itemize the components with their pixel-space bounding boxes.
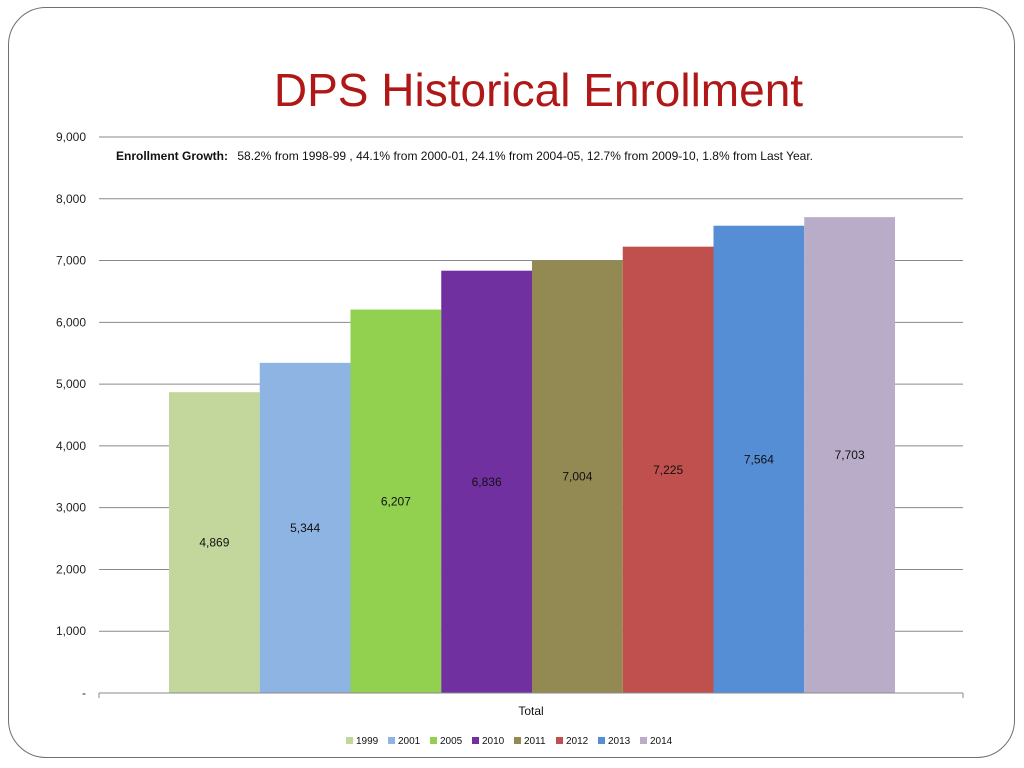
legend-entry-2014: 2014 [650, 736, 673, 747]
legend-swatch-2010 [472, 737, 479, 744]
data-label-2011: 7,004 [562, 470, 592, 484]
bar-2005 [350, 309, 442, 693]
legend-entry-2012: 2012 [566, 736, 589, 747]
bar-2012 [622, 246, 714, 693]
data-label-2012: 7,225 [653, 463, 683, 477]
bar-1999 [169, 392, 260, 693]
y-tick-label: 5,000 [56, 377, 86, 391]
legend-swatch-2014 [640, 737, 647, 744]
legend: 1999 2001 2005 2010 2011 2012 2013 2014 [346, 736, 673, 747]
y-tick-label: 4,000 [56, 439, 86, 453]
data-label-1999: 4,869 [199, 536, 229, 550]
legend-swatch-2013 [598, 737, 605, 744]
y-tick-label: 1,000 [56, 624, 86, 638]
legend-entry-2001: 2001 [398, 736, 421, 747]
y-tick-label: - [82, 686, 86, 700]
y-tick-label: 6,000 [56, 315, 86, 329]
legend-swatch-2005 [430, 737, 437, 744]
bar-2013 [713, 225, 805, 693]
legend-entry-2011: 2011 [524, 736, 546, 747]
data-label-2010: 6,836 [472, 475, 502, 489]
data-label-2014: 7,703 [835, 448, 865, 462]
data-label-2005: 6,207 [381, 494, 411, 508]
y-tick-label: 7,000 [56, 254, 86, 268]
data-label-2001: 5,344 [290, 521, 320, 535]
y-tick-label: 8,000 [56, 192, 86, 206]
y-tick-label: 2,000 [56, 562, 86, 576]
x-axis-category-label: Total [518, 704, 543, 718]
legend-entry-2005: 2005 [440, 736, 463, 747]
growth-annotation-label: Enrollment Growth: [116, 149, 228, 163]
legend-entry-1999: 1999 [356, 736, 379, 747]
growth-annotation-text: 58.2% from 1998-99 , 44.1% from 2000-01,… [237, 149, 813, 163]
bar-2011 [532, 260, 623, 693]
y-tick-label: 9,000 [56, 130, 86, 144]
legend-swatch-2001 [388, 737, 395, 744]
bar-2014 [804, 217, 895, 693]
data-labels: 4,869 5,344 6,207 6,836 7,004 7,225 7,564 7,703 [199, 448, 865, 550]
legend-entry-2010: 2010 [482, 736, 505, 747]
data-label-2013: 7,564 [744, 452, 774, 466]
y-tick-label: 3,000 [56, 501, 86, 515]
legend-entry-2013: 2013 [608, 736, 631, 747]
legend-swatch-2011 [514, 737, 521, 744]
bar-2010 [441, 270, 532, 693]
growth-annotation: Enrollment Growth: 58.2% from 1998-99 , … [116, 149, 813, 163]
legend-swatch-2012 [556, 737, 563, 744]
legend-swatch-1999 [346, 737, 353, 744]
bar-2001 [259, 362, 351, 693]
page-title: DPS Historical Enrollment [273, 64, 804, 116]
y-axis-ticks: - 1,000 2,000 3,000 4,000 5,000 6,000 7,000 8,00… [56, 130, 86, 700]
bars [169, 217, 895, 693]
